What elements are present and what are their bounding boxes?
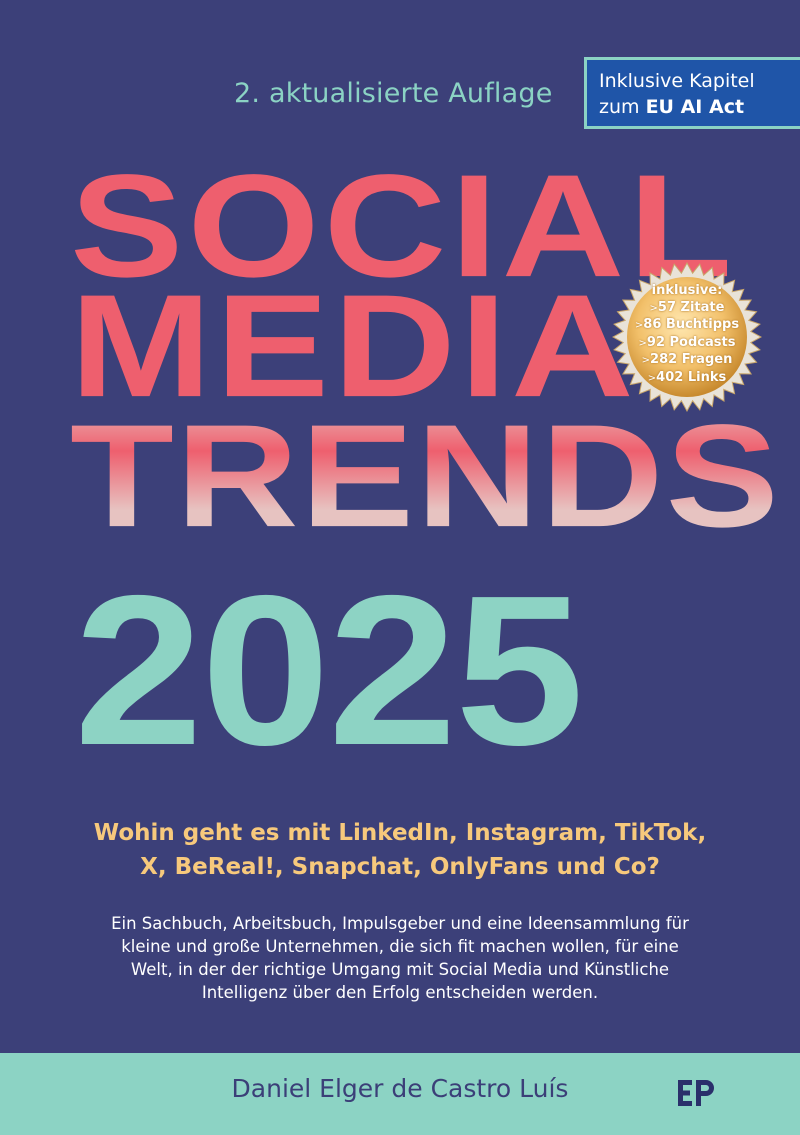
subtitle-question: Wohin geht es mit LinkedIn, Instagram, T… xyxy=(0,816,800,884)
question-line: Wohin geht es mit LinkedIn, Instagram, T… xyxy=(93,820,707,846)
ai-badge-line2: zum EU AI Act xyxy=(599,94,800,120)
edition-label: 2. aktualisierte Auflage xyxy=(234,78,553,109)
seal-heading: inklusive: xyxy=(651,283,723,298)
title-social: SOCIAL xyxy=(70,144,737,308)
seal-item: >402 Links xyxy=(647,369,727,385)
seal-contents: inklusive: >57 Zitate >86 Buchtipps >92 … xyxy=(612,283,762,387)
description-blurb: Ein Sachbuch, Arbeitsbuch, Impulsgeber u… xyxy=(0,912,800,1004)
title-year: 2025 xyxy=(74,551,584,790)
gold-seal-icon xyxy=(612,262,762,412)
ai-badge-prefix: zum xyxy=(599,96,646,118)
footer-band xyxy=(0,1053,800,1135)
ai-badge-line1: Inklusive Kapitel xyxy=(599,70,755,92)
blurb-line: kleine und große Unternehmen, die sich f… xyxy=(121,937,679,956)
seal-item: >92 Podcasts xyxy=(638,334,736,350)
blurb-line: Welt, in der der richtige Umgang mit Soc… xyxy=(130,960,670,979)
title-trends: TRENDS xyxy=(70,392,781,561)
publisher-logo-icon xyxy=(678,1080,714,1106)
author-name: Daniel Elger de Castro Luís xyxy=(231,1074,569,1103)
title-media: MEDIA xyxy=(70,264,638,428)
question-line: X, BeReal!, Snapchat, OnlyFans und Co? xyxy=(140,854,660,880)
seal-item: >282 Fragen xyxy=(641,352,733,367)
eu-ai-act-badge: Inklusive Kapitel zum EU AI Act xyxy=(584,57,800,129)
seal-item: >86 Buchtipps xyxy=(634,317,740,332)
blurb-line: Ein Sachbuch, Arbeitsbuch, Impulsgeber u… xyxy=(111,914,689,933)
ai-badge-bold: EU AI Act xyxy=(645,96,745,118)
blurb-line: Intelligenz über den Erfolg entscheiden … xyxy=(201,983,599,1002)
seal-item: >57 Zitate xyxy=(649,299,725,315)
